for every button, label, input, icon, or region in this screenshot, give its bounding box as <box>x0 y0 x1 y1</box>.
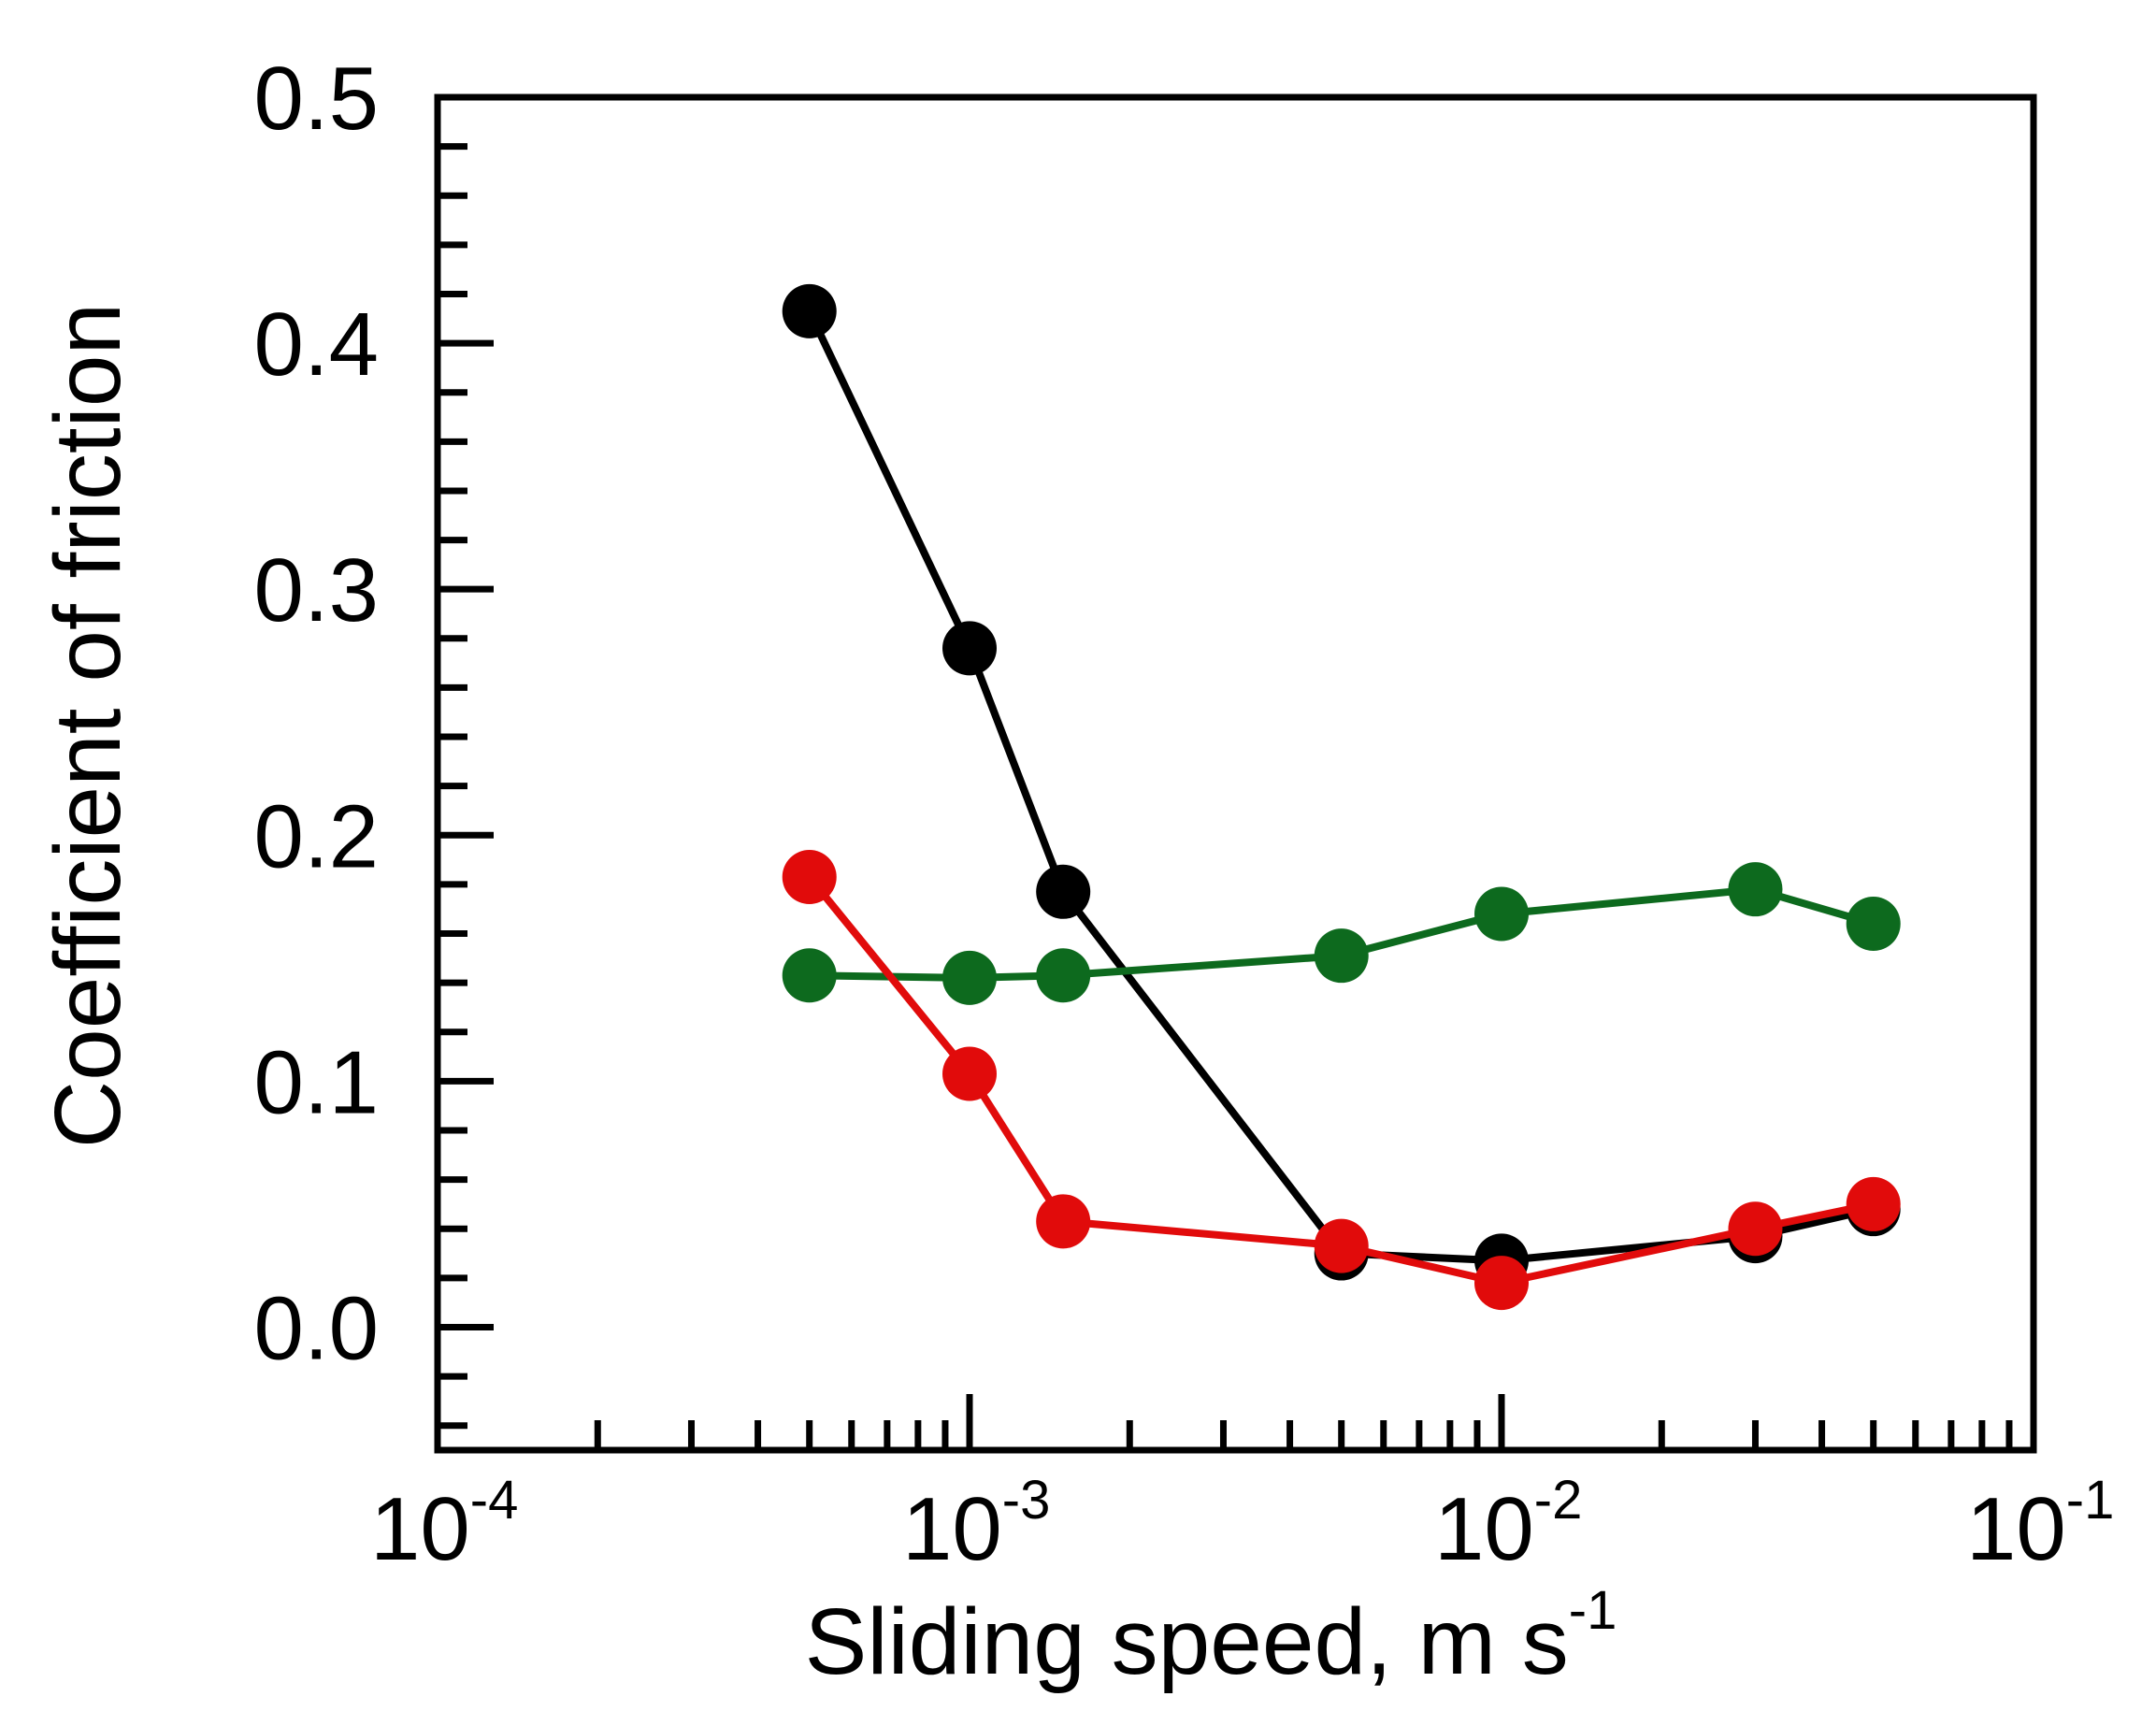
x-axis-title: Sliding speed, m s-1 <box>805 1580 1617 1694</box>
data-point-red <box>1846 1176 1901 1231</box>
axis-ticks <box>434 93 2037 1450</box>
data-point-black <box>1036 864 1091 919</box>
data-point-green <box>1474 886 1529 942</box>
data-point-red <box>1728 1201 1783 1257</box>
data-point-green <box>942 950 997 1005</box>
y-tick-label: 0.0 <box>254 1278 379 1378</box>
axis-labels: 0.00.10.20.30.40.510-4 10-3 10-2 10-1 <box>254 49 2115 1579</box>
data-point-red <box>1474 1256 1529 1311</box>
x-tick-label: 10-3 <box>902 1470 1050 1579</box>
x-tick-label: 10-2 <box>1434 1470 1582 1579</box>
data-point-green <box>1314 928 1369 984</box>
x-tick-base: 10 <box>902 1479 1002 1579</box>
data-series <box>782 283 1901 1311</box>
data-point-green <box>782 948 837 1003</box>
data-point-red <box>942 1046 997 1101</box>
x-tick-label: 10-1 <box>1966 1470 2114 1579</box>
data-point-red <box>1036 1194 1091 1249</box>
x-axis-title-exponent: -1 <box>1569 1580 1617 1641</box>
series-line-black <box>806 309 1875 1265</box>
x-tick-exponent: -4 <box>470 1470 519 1531</box>
data-point-black <box>782 283 837 338</box>
x-tick-base: 10 <box>370 1479 470 1579</box>
data-point-green <box>1846 896 1901 951</box>
plot-frame <box>434 93 2037 1454</box>
y-axis-title: Coefficient of friction <box>36 303 140 1148</box>
series-green <box>782 862 1901 1005</box>
data-point-red <box>1314 1218 1369 1273</box>
y-tick-label: 0.2 <box>254 786 379 886</box>
data-point-green <box>1728 862 1783 917</box>
y-tick-label: 0.4 <box>254 295 379 395</box>
y-tick-label: 0.5 <box>254 49 379 149</box>
x-tick-base: 10 <box>1434 1479 1534 1579</box>
y-tick-label: 0.1 <box>254 1032 379 1132</box>
series-red <box>782 849 1901 1311</box>
x-tick-exponent: -2 <box>1534 1470 1583 1531</box>
x-tick-base: 10 <box>1966 1479 2066 1579</box>
data-point-black <box>942 621 997 676</box>
x-tick-exponent: -3 <box>1002 1470 1051 1531</box>
y-tick-label: 0.3 <box>254 540 379 640</box>
x-tick-exponent: -1 <box>2066 1470 2115 1531</box>
data-point-red <box>782 849 837 904</box>
series-black <box>782 283 1901 1288</box>
x-axis-title-text: Sliding speed, m s <box>805 1589 1569 1694</box>
x-tick-label: 10-4 <box>370 1470 518 1579</box>
data-point-green <box>1036 948 1091 1003</box>
